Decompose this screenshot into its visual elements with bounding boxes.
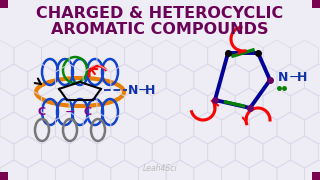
Text: −: − [65, 105, 75, 118]
Bar [0, 0, 8, 8]
Text: H: H [145, 84, 156, 96]
Text: N: N [128, 84, 138, 96]
Text: −: − [138, 84, 148, 96]
Text: C: C [38, 107, 46, 117]
Text: N: N [278, 71, 288, 84]
Text: C: C [84, 107, 92, 117]
Text: Leah4Sci: Leah4Sci [143, 164, 177, 173]
Text: −: − [289, 71, 300, 84]
Bar [312, 172, 320, 180]
Bar [0, 172, 8, 180]
Text: AROMATIC COMPOUNDS: AROMATIC COMPOUNDS [51, 22, 269, 37]
Text: H: H [297, 71, 308, 84]
Bar [312, 0, 320, 8]
Text: CHARGED & HETEROCYCLIC: CHARGED & HETEROCYCLIC [36, 6, 284, 21]
